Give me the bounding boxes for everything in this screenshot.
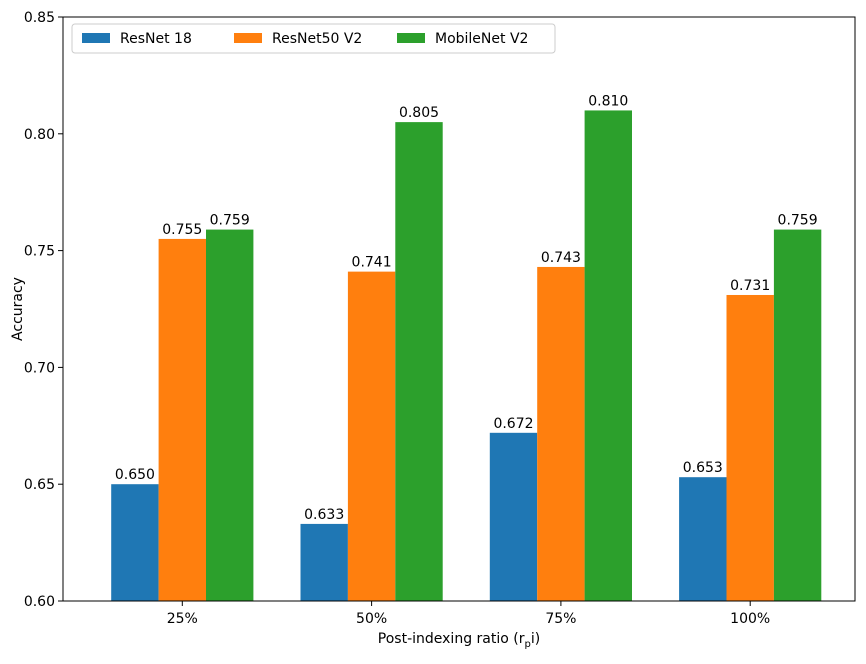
data-label: 0.755 [162, 222, 202, 238]
x-tick-label: 50% [356, 611, 387, 627]
data-label: 0.731 [730, 278, 770, 294]
bar-mobilenet-v2-50pct [395, 122, 443, 602]
data-label: 0.741 [352, 255, 392, 271]
data-labels-group: 0.650 0.633 0.672 0.653 0.755 0.741 0.743 0.731… [115, 93, 818, 522]
bar-resnet50-v2-25pct [158, 238, 206, 602]
x-tick-label: 100% [730, 611, 770, 627]
x-axis: 25% 50% 75% 100% [167, 601, 770, 627]
x-axis-label: Post-indexing ratio (rpi) [378, 631, 540, 650]
x-axis-label-end: i) [531, 631, 540, 647]
bar-mobilenet-v2-25pct [206, 229, 254, 602]
data-label: 0.759 [210, 213, 250, 229]
data-label: 0.805 [399, 105, 439, 121]
legend-swatch [397, 33, 425, 43]
legend: ResNet 18 ResNet50 V2 MobileNet V2 [71, 23, 556, 54]
y-tick-label: 0.75 [24, 244, 55, 260]
x-tick-label: 75% [545, 611, 576, 627]
data-label: 0.633 [304, 507, 344, 523]
legend-box [71, 23, 556, 54]
y-axis-label: Accuracy [10, 277, 26, 341]
y-tick-label: 0.70 [24, 360, 55, 376]
bar-resnet50-v2-75pct [537, 266, 585, 601]
bar-resnet50-v2-100pct [726, 294, 774, 601]
bar-resnet-18-50pct [300, 523, 348, 601]
x-axis-label-subscript: p [524, 639, 530, 650]
legend-label: ResNet50 V2 [272, 31, 362, 47]
y-tick-label: 0.65 [24, 477, 55, 493]
legend-swatch [82, 33, 110, 43]
plot-frame [62, 16, 856, 602]
y-tick-label: 0.60 [24, 594, 55, 610]
bar-resnet-18-25pct [111, 484, 159, 601]
bar-resnet50-v2-50pct [347, 271, 396, 601]
data-label: 0.653 [683, 460, 723, 476]
bar-resnet-18-100pct [679, 477, 727, 601]
x-tick-label: 25% [167, 611, 198, 627]
y-tick-label: 0.85 [24, 10, 55, 26]
bar-mobilenet-v2-100pct [773, 229, 822, 602]
y-axis: 0.60 0.65 0.70 0.75 0.80 0.85 [24, 10, 63, 610]
data-label: 0.743 [541, 250, 581, 266]
bar-mobilenet-v2-75pct [584, 110, 632, 601]
y-tick-label: 0.80 [24, 127, 55, 143]
x-axis-label-main: Post-indexing ratio (r [378, 631, 525, 647]
bars-group [111, 110, 822, 602]
data-label: 0.759 [778, 213, 818, 229]
data-label: 0.672 [493, 416, 533, 432]
data-label: 0.810 [588, 93, 628, 109]
bar-resnet-18-75pct [489, 432, 538, 601]
legend-label: MobileNet V2 [435, 31, 528, 47]
legend-label: ResNet 18 [120, 31, 192, 47]
data-label: 0.650 [115, 467, 155, 483]
legend-swatch [234, 33, 262, 43]
